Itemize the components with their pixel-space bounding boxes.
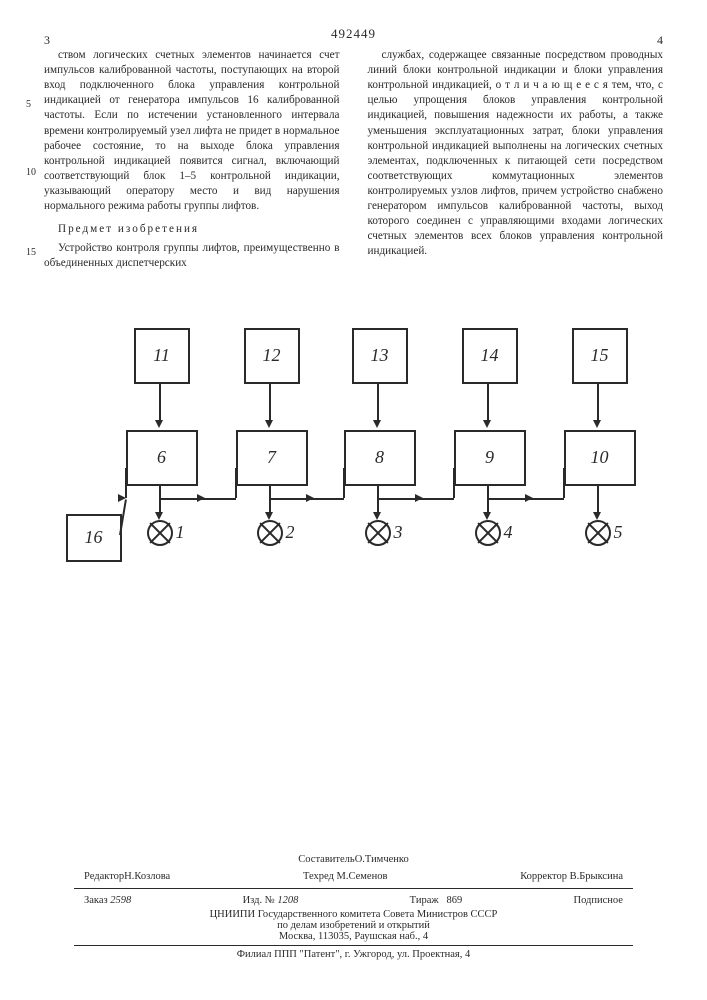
org-line-2: по делам изобретений и открытий [74,920,633,931]
value: 869 [446,895,462,906]
label: Составитель [298,854,354,865]
org-line-3: Москва, 113035, Раушская наб., 4 [74,931,633,942]
text-columns: 3 5 10 15 ством логических счетных элеме… [44,48,663,276]
arrow-right-icon [525,494,533,502]
branch-line: Филиал ППП "Патент", г. Ужгород, ул. Про… [74,949,633,960]
arrow-down-icon [155,420,163,428]
paragraph: ством логических счетных элементов начин… [44,48,340,214]
generator-block: 16 [66,514,122,562]
arrow-right-icon [306,494,314,502]
section-title: Предмет изобретения [44,222,340,237]
mid-block: 10 [564,430,636,486]
connector-line [343,468,345,498]
compiler: СоставительО.Тимченко [298,854,408,865]
top-block: 11 [134,328,190,384]
arrow-right-icon [415,494,423,502]
lamp-icon [365,520,391,546]
tirazh: Тираж 869 [410,895,463,906]
value: 2598 [110,895,131,906]
value: О.Тимченко [355,854,409,865]
lamp-label: 5 [614,522,623,543]
label: Корректор [520,871,567,882]
margin-number: 15 [26,246,36,260]
lamp-label: 1 [176,522,185,543]
top-block: 12 [244,328,300,384]
lamp-icon [585,520,611,546]
margin-number: 10 [26,166,36,180]
connector-line [563,468,565,498]
mid-block: 7 [236,430,308,486]
connector-line [453,468,455,498]
top-block: 13 [352,328,408,384]
page-number-left: 3 [44,32,50,48]
value: Н.Козлова [124,871,170,882]
lamp-label: 2 [286,522,295,543]
page-number-right: 4 [657,32,663,48]
imprint-footer: СоставительО.Тимченко РедакторН.Козлова … [74,851,633,960]
arrow-down-icon [155,512,163,520]
connector-line [269,382,271,422]
mid-block: 9 [454,430,526,486]
arrow-down-icon [373,512,381,520]
connector-line [487,382,489,422]
divider [74,945,633,946]
value: 1208 [277,895,298,906]
arrow-down-icon [265,420,273,428]
right-column: 4 службах, содержащее связанные посредст… [368,48,664,276]
techred: Техред М.Семенов [303,871,387,882]
lamp-label: 4 [504,522,513,543]
corrector: Корректор В.Брыксина [520,871,623,882]
arrow-down-icon [483,512,491,520]
lamp-icon [257,520,283,546]
lamp-icon [475,520,501,546]
editor: РедакторН.Козлова [84,871,170,882]
margin-number: 5 [26,98,31,112]
order: Заказ 2598 [84,895,131,906]
block-diagram: 11611272138314941510516 [74,328,634,578]
arrow-right-icon [197,494,205,502]
arrow-down-icon [373,420,381,428]
arrow-down-icon [265,512,273,520]
top-block: 15 [572,328,628,384]
label: Тираж [410,895,439,906]
connector-line [159,382,161,422]
arrow-down-icon [593,420,601,428]
value: В.Брыксина [570,871,623,882]
subscription: Подписное [574,895,623,906]
lamp-icon [147,520,173,546]
arrow-down-icon [593,512,601,520]
connector-line [125,468,127,498]
arrow-down-icon [483,420,491,428]
top-block: 14 [462,328,518,384]
connector-line [597,484,599,514]
left-column: 3 5 10 15 ством логических счетных элеме… [44,48,340,276]
label: Изд. № [243,895,275,906]
connector-line [377,382,379,422]
paragraph: Устройство контроля группы лифтов, преим… [44,241,340,271]
document-number: 492449 [44,26,663,42]
org-line-1: ЦНИИПИ Государственного комитета Совета … [74,909,633,920]
connector-line [597,382,599,422]
connector-line [235,468,237,498]
value: М.Семенов [337,871,388,882]
divider [74,888,633,889]
mid-block: 6 [126,430,198,486]
label: Редактор [84,871,124,882]
mid-block: 8 [344,430,416,486]
edition: Изд. № 1208 [243,895,299,906]
label: Техред [303,871,334,882]
label: Заказ [84,895,108,906]
lamp-label: 3 [394,522,403,543]
paragraph: службах, содержащее связанные посредство… [368,48,664,260]
